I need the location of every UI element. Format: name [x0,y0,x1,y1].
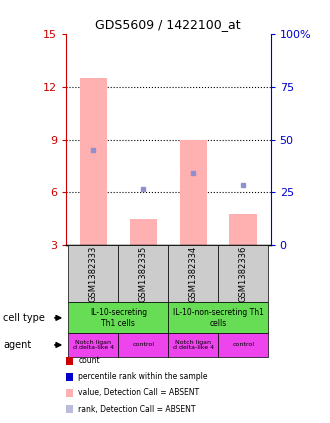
Bar [66,357,73,365]
Text: Notch ligan
d delta-like 4: Notch ligan d delta-like 4 [73,340,114,350]
Text: rank, Detection Call = ABSENT: rank, Detection Call = ABSENT [78,404,196,414]
Bar [180,140,207,245]
Bar [69,302,168,333]
Text: GSM1382334: GSM1382334 [189,246,198,302]
Bar [168,302,268,333]
Bar [118,333,168,357]
Text: agent: agent [3,340,32,350]
Bar [130,219,157,245]
Text: GSM1382335: GSM1382335 [139,246,148,302]
Bar [69,333,118,357]
Bar [66,405,73,413]
Text: control: control [132,343,154,347]
Text: control: control [232,343,254,347]
Text: Notch ligan
d delta-like 4: Notch ligan d delta-like 4 [173,340,214,350]
Text: IL-10-non-secreting Th1
cells: IL-10-non-secreting Th1 cells [173,308,264,327]
Bar [66,389,73,397]
Bar [69,245,118,302]
Bar [118,245,168,302]
Bar [229,214,257,245]
Title: GDS5609 / 1422100_at: GDS5609 / 1422100_at [95,18,241,31]
Bar [168,333,218,357]
Bar [218,245,268,302]
Text: cell type: cell type [3,313,45,323]
Text: GSM1382336: GSM1382336 [239,246,248,302]
Text: IL-10-secreting
Th1 cells: IL-10-secreting Th1 cells [90,308,147,327]
Bar [80,78,107,245]
Bar [218,333,268,357]
Text: GSM1382333: GSM1382333 [89,246,98,302]
Text: count: count [78,356,100,365]
Bar [168,245,218,302]
Text: value, Detection Call = ABSENT: value, Detection Call = ABSENT [78,388,199,398]
Text: percentile rank within the sample: percentile rank within the sample [78,372,208,382]
Bar [66,373,73,381]
